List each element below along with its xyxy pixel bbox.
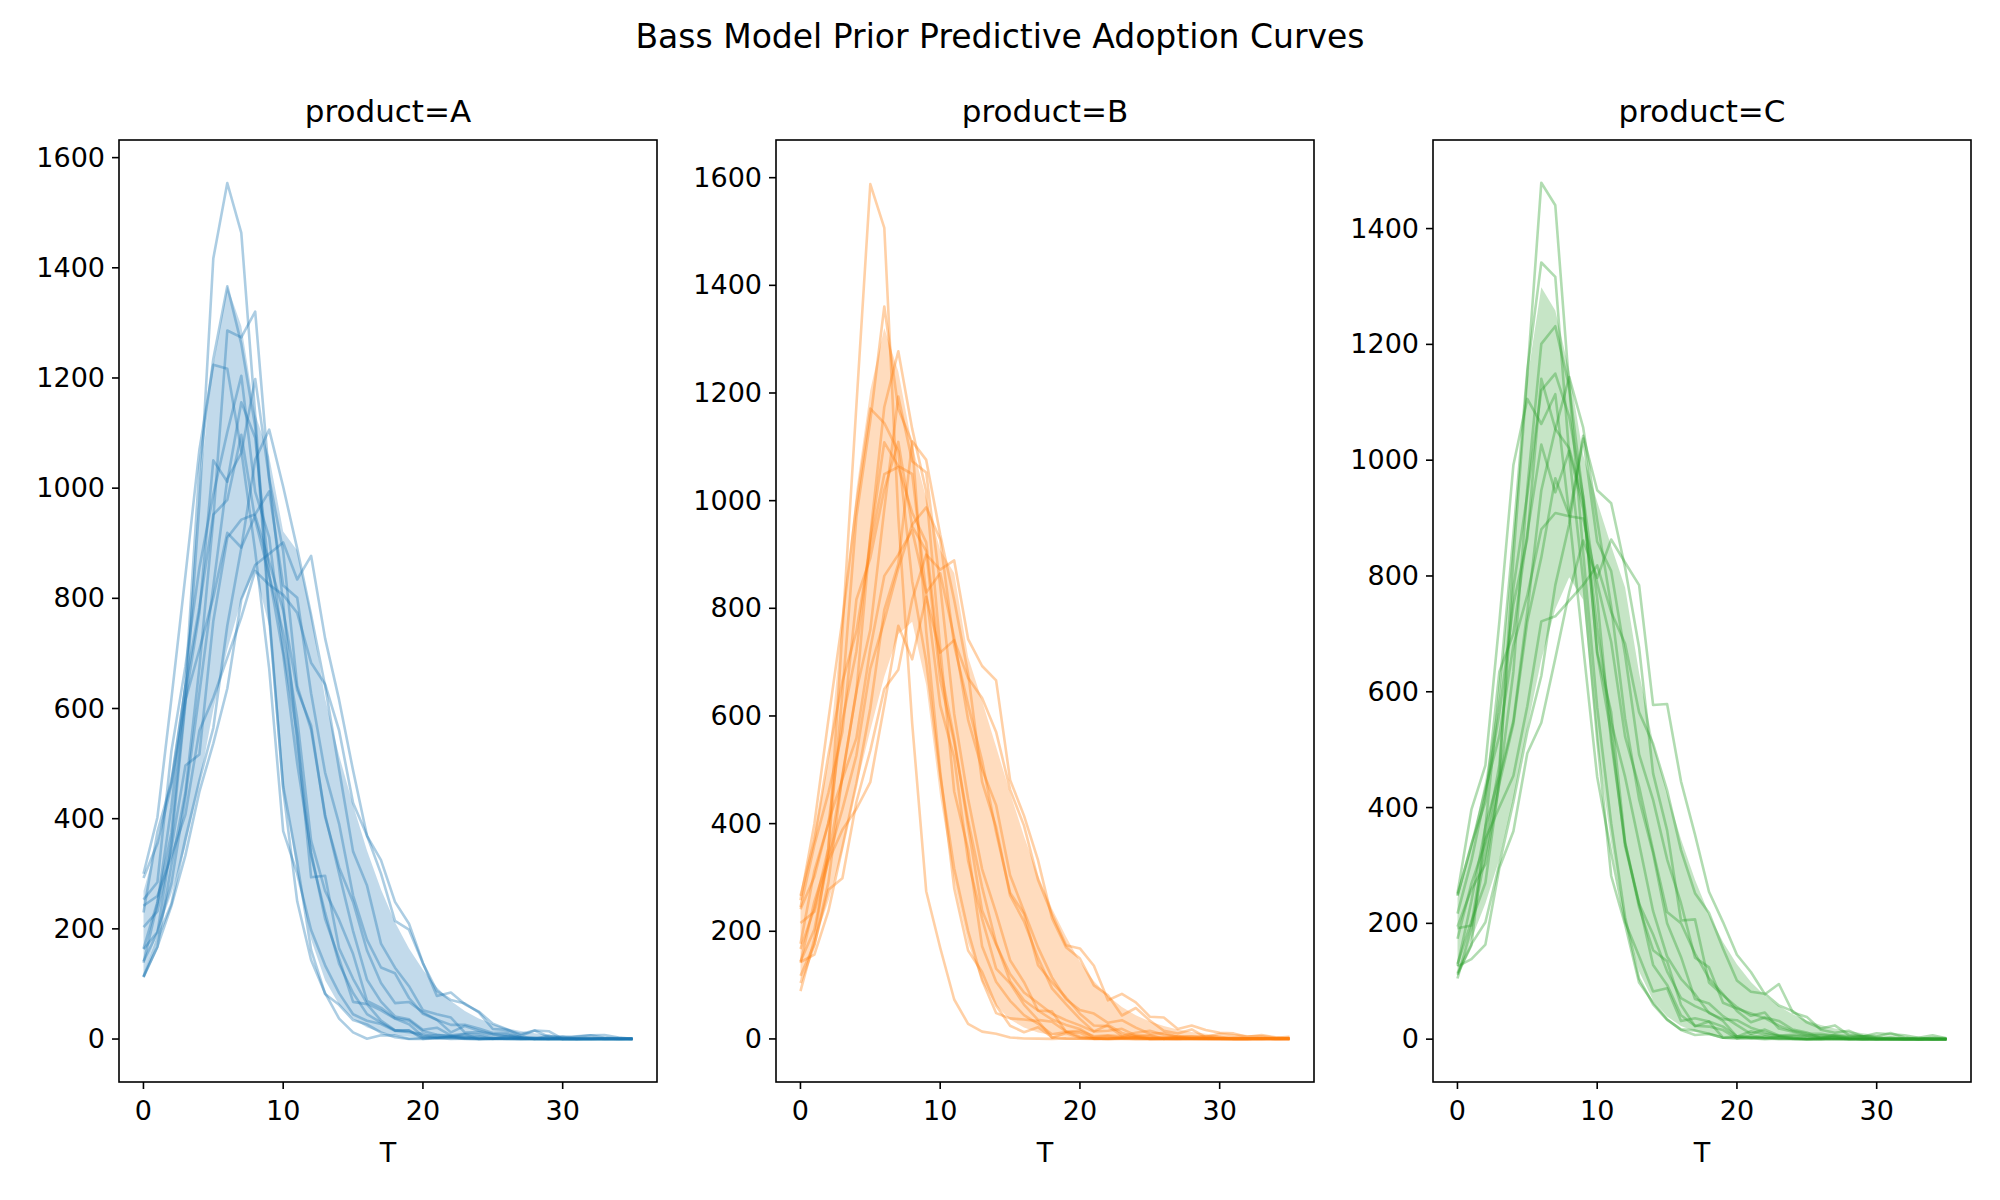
y-tick-label: 0 (88, 1023, 105, 1054)
subplot-title: product=B (962, 93, 1128, 129)
y-tick-label: 400 (710, 808, 762, 839)
x-axis-label: T (379, 1137, 397, 1168)
y-tick-label: 200 (53, 913, 105, 944)
subplot-product-B: 0 10 20 30 0 200 400 600 800 1000 1200 1400 1600 prod… (693, 93, 1314, 1168)
x-tick-label: 20 (406, 1095, 440, 1126)
x-tick-label: 30 (1202, 1095, 1236, 1126)
y-tick-label: 600 (53, 693, 105, 724)
y-tick-label: 200 (1367, 907, 1419, 938)
y-tick-label: 1000 (1350, 444, 1419, 475)
x-tick-label: 10 (266, 1095, 300, 1126)
x-tick-label: 0 (1449, 1095, 1466, 1126)
subplot-grid: Bass Model Prior Predictive Adoption Cur… (0, 0, 2000, 1200)
y-tick-label: 0 (1402, 1023, 1419, 1054)
y-tick-label: 400 (53, 803, 105, 834)
x-tick-label: 10 (1580, 1095, 1614, 1126)
y-tick-label: 800 (53, 582, 105, 613)
hdi-band (1458, 287, 1947, 1039)
x-tick-label: 20 (1063, 1095, 1097, 1126)
y-tick-label: 1600 (36, 142, 105, 173)
y-tick-label: 1200 (36, 362, 105, 393)
x-tick-label: 0 (792, 1095, 809, 1126)
y-tick-label: 400 (1367, 792, 1419, 823)
y-tick-label: 1600 (693, 162, 762, 193)
y-tick-label: 1200 (693, 377, 762, 408)
figure-canvas: Bass Model Prior Predictive Adoption Cur… (0, 0, 2000, 1200)
y-tick-label: 800 (1367, 560, 1419, 591)
x-tick-label: 30 (1859, 1095, 1893, 1126)
x-tick-label: 0 (135, 1095, 152, 1126)
subplot-product-C: 0 10 20 30 0 200 400 600 800 1000 1200 1400 product=… (1350, 93, 1971, 1168)
y-tick-label: 1400 (693, 269, 762, 300)
y-tick-label: 200 (710, 915, 762, 946)
hdi-band (144, 286, 633, 1039)
y-tick-label: 1400 (1350, 213, 1419, 244)
x-tick-label: 20 (1720, 1095, 1754, 1126)
x-axis-label: T (1693, 1137, 1711, 1168)
figure-title: Bass Model Prior Predictive Adoption Cur… (635, 17, 1364, 56)
subplot-title: product=A (305, 93, 471, 129)
x-tick-label: 30 (545, 1095, 579, 1126)
x-tick-label: 10 (923, 1095, 957, 1126)
y-tick-label: 1200 (1350, 328, 1419, 359)
y-tick-label: 600 (710, 700, 762, 731)
y-tick-label: 800 (710, 592, 762, 623)
subplot-product-A: 0 10 20 30 0 200 400 600 800 1000 1200 1400 1600 prod… (36, 93, 657, 1168)
y-tick-label: 1400 (36, 252, 105, 283)
x-axis-label: T (1036, 1137, 1054, 1168)
y-tick-label: 600 (1367, 676, 1419, 707)
y-tick-label: 1000 (693, 485, 762, 516)
subplot-title: product=C (1619, 93, 1786, 129)
y-tick-label: 1000 (36, 472, 105, 503)
y-tick-label: 0 (745, 1023, 762, 1054)
